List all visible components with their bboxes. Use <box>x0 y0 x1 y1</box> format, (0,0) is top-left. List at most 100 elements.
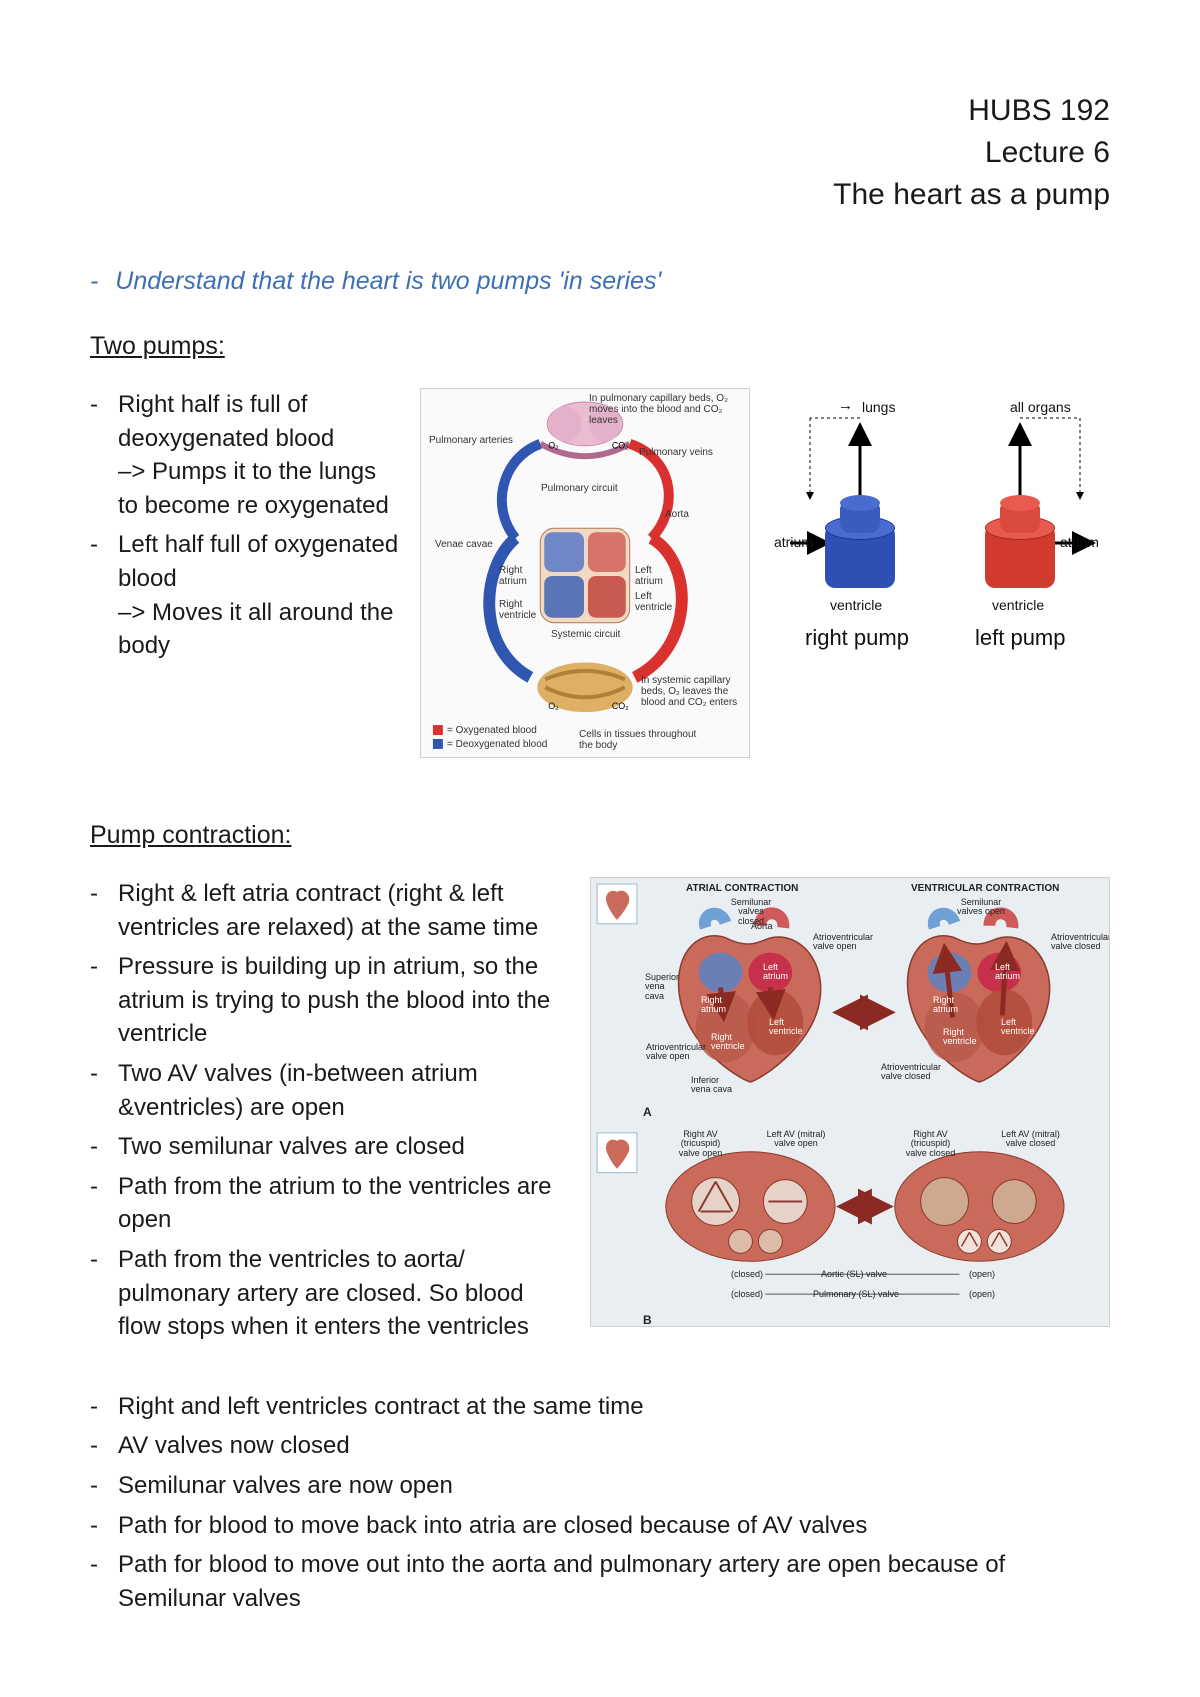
label-pulm-art: Pulmonary arteries <box>429 435 513 446</box>
bullet-text: AV valves now closed <box>118 1432 350 1459</box>
label-atrium-l: atrium <box>1060 533 1099 553</box>
label-organs: all organs <box>1010 398 1071 418</box>
contraction-list-bottom: Right and left ventricles contract at th… <box>90 1390 1110 1616</box>
two-pump-schematic: → lungs all organs atrium atrium ventric… <box>770 388 1110 688</box>
bullet-text: Right half is full of deoxygenated blood <box>118 391 334 452</box>
label-left-pump: left pump <box>975 623 1066 654</box>
list-item: Semilunar valves are now open <box>90 1469 1110 1503</box>
bullet-text: Pressure is building up in atrium, so th… <box>118 953 550 1047</box>
label-rav-closed: Right AV (tricuspid) valve closed <box>903 1130 958 1158</box>
bullet-text: Path for blood to move out into the aort… <box>118 1551 1005 1612</box>
label-ventricle-l: ventricle <box>992 596 1044 616</box>
svg-text:CO₂: CO₂ <box>612 701 629 711</box>
label-aorta2: Aorta <box>751 922 773 931</box>
list-item: Pressure is building up in atrium, so th… <box>90 950 570 1051</box>
label-rv: Right ventricle <box>711 1033 746 1052</box>
label-lungs: lungs <box>862 398 895 418</box>
label-la2: Left atrium <box>995 963 1025 982</box>
label-rav-open: Right AV (tricuspid) valve open <box>673 1130 728 1158</box>
contraction-diagram: ATRIAL CONTRACTION VENTRICULAR CONTRACTI… <box>590 877 1110 1327</box>
label-closed1: (closed) <box>731 1270 763 1279</box>
label-open1: (open) <box>969 1270 995 1279</box>
panel-b: B <box>643 1314 652 1327</box>
label-rv: Right ventricle <box>499 599 544 621</box>
list-item: Right and left ventricles contract at th… <box>90 1390 1110 1424</box>
label-av-closed2: Atrioventricular valve closed <box>881 1063 941 1082</box>
contraction-text: Right & left atria contract (right & lef… <box>90 877 570 1350</box>
label-vc: Venae cavae <box>435 539 493 550</box>
svg-text:O₂: O₂ <box>548 441 559 451</box>
panel-a: A <box>643 1106 652 1119</box>
label-sl-open: Semilunar valves open <box>956 898 1006 917</box>
list-item: Path for blood to move out into the aort… <box>90 1548 1110 1615</box>
label-lv: Left ventricle <box>769 1018 804 1037</box>
list-item: Path from the ventricles to aorta/ pulmo… <box>90 1243 570 1344</box>
bullet-text: Two AV valves (in-between atrium &ventri… <box>118 1060 478 1121</box>
section1-row: Right half is full of deoxygenated blood… <box>90 388 1110 758</box>
lecture-number: Lecture 6 <box>90 132 1110 174</box>
list-item: Path from the atrium to the ventricles a… <box>90 1170 570 1237</box>
page-header: HUBS 192 Lecture 6 The heart as a pump <box>90 90 1110 216</box>
label-svc: Superior vena cava <box>645 973 685 1001</box>
legend-oxy: = Oxygenated blood <box>447 725 537 736</box>
list-item: Right & left atria contract (right & lef… <box>90 877 570 944</box>
svg-text:O₂: O₂ <box>548 701 559 711</box>
lecture-title: The heart as a pump <box>90 174 1110 216</box>
section-title-two-pumps: Two pumps: <box>90 329 1110 364</box>
bullet-text: Path from the ventricles to aorta/ pulmo… <box>118 1246 529 1340</box>
label-ra: Right atrium <box>499 565 539 587</box>
label-open2: (open) <box>969 1290 995 1299</box>
label-av-closed: Atrioventricular valve closed <box>1051 933 1106 952</box>
list-item: Two semilunar valves are closed <box>90 1130 570 1164</box>
bullet-text: Right and left ventricles contract at th… <box>118 1393 644 1420</box>
label-closed2: (closed) <box>731 1290 763 1299</box>
bullet-text: Two semilunar valves are closed <box>118 1133 465 1160</box>
svg-text:→: → <box>838 397 853 414</box>
legend-deoxy: = Deoxygenated blood <box>447 739 547 750</box>
two-pumps-list: Right half is full of deoxygenated blood… <box>90 388 400 663</box>
label-lv2: Left ventricle <box>1001 1018 1036 1037</box>
two-pumps-text: Right half is full of deoxygenated blood… <box>90 388 400 669</box>
label-pulm-veins: Pulmonary veins <box>639 447 713 458</box>
learning-objective: - Understand that the heart is two pumps… <box>90 264 1110 299</box>
label-cap-top: In pulmonary capillary beds, O₂ moves in… <box>589 393 729 426</box>
label-la: Left atrium <box>635 565 675 587</box>
bullet-text: Path from the atrium to the ventricles a… <box>118 1173 552 1234</box>
circulatory-diagram: O₂ CO₂ O₂ CO₂ In pulmonary capillary bed… <box>420 388 750 758</box>
label-av-open: Atrioventricular valve open <box>813 933 868 952</box>
bullet-sub: –> Moves it all around the body <box>118 596 400 663</box>
bullet-sub: –> Pumps it to the lungs to become re ox… <box>118 455 400 522</box>
label-pulm-sl: Pulmonary (SL) valve <box>813 1290 899 1299</box>
title-ventricular: VENTRICULAR CONTRACTION <box>911 884 1059 895</box>
label-rv2: Right ventricle <box>943 1028 978 1047</box>
bullet-text: Path for blood to move back into atria a… <box>118 1512 867 1539</box>
label-atrium-r: atrium <box>774 533 813 553</box>
section2-row: Right & left atria contract (right & lef… <box>90 877 1110 1350</box>
list-item: Two AV valves (in-between atrium &ventri… <box>90 1057 570 1124</box>
objective-text: Understand that the heart is two pumps '… <box>115 267 661 295</box>
list-item: Path for blood to move back into atria a… <box>90 1509 1110 1543</box>
bullet-text: Semilunar valves are now open <box>118 1472 453 1499</box>
list-item: Left half full of oxygenated blood –> Mo… <box>90 528 400 662</box>
contraction-list-top: Right & left atria contract (right & lef… <box>90 877 570 1344</box>
label-la: Left atrium <box>763 963 793 982</box>
section-title-contraction: Pump contraction: <box>90 818 1110 853</box>
bullet-text: Right & left atria contract (right & lef… <box>118 880 538 941</box>
label-cells: Cells in tissues throughout the body <box>579 729 699 751</box>
label-sys: Systemic circuit <box>551 629 620 640</box>
label-cap-bot: In systemic capillary beds, O₂ leaves th… <box>641 675 746 708</box>
label-ventricle-r: ventricle <box>830 596 882 616</box>
label-ivc: Inferior vena cava <box>691 1076 736 1095</box>
course-code: HUBS 192 <box>90 90 1110 132</box>
label-pulm-circ: Pulmonary circuit <box>541 483 618 494</box>
label-lav-open: Left AV (mitral) valve open <box>761 1130 831 1149</box>
label-lav-closed: Left AV (mitral) valve closed <box>993 1130 1068 1149</box>
svg-text:CO₂: CO₂ <box>612 441 629 451</box>
title-atrial: ATRIAL CONTRACTION <box>686 884 798 895</box>
list-item: AV valves now closed <box>90 1429 1110 1463</box>
list-item: Right half is full of deoxygenated blood… <box>90 388 400 522</box>
dash-icon: - <box>90 267 98 295</box>
label-right-pump: right pump <box>805 623 909 654</box>
label-aortic-sl: Aortic (SL) valve <box>821 1270 887 1279</box>
label-ra2: Right atrium <box>933 996 963 1015</box>
